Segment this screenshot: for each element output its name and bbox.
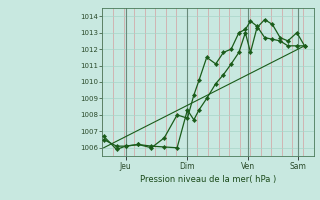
X-axis label: Pression niveau de la mer( hPa ): Pression niveau de la mer( hPa ) <box>140 175 276 184</box>
